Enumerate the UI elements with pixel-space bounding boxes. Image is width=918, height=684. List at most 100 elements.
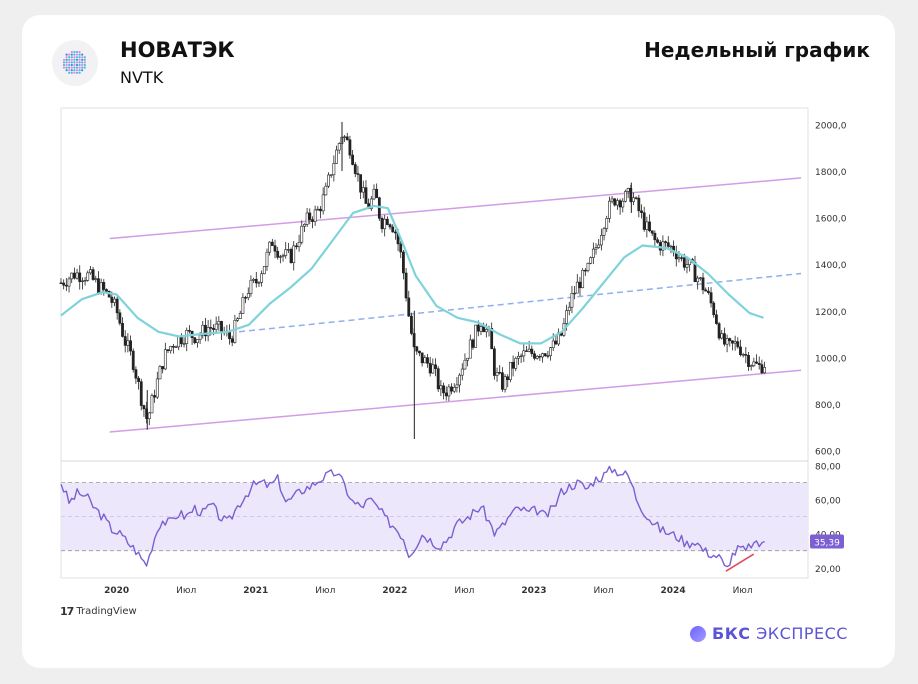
candle-body — [704, 289, 708, 292]
rsi-value-badge — [810, 534, 844, 549]
candle-body — [292, 245, 296, 263]
candle-body — [527, 348, 531, 352]
candle-body — [418, 350, 421, 354]
channel-lower-line — [109, 369, 802, 433]
candle-body — [573, 292, 577, 295]
period-label: Недельный график — [644, 38, 870, 62]
candle-body — [423, 357, 427, 364]
candle-body — [356, 173, 360, 175]
candle-body — [490, 327, 494, 350]
candle-body — [375, 188, 379, 199]
candle-body — [455, 384, 459, 388]
candle-body — [436, 368, 440, 390]
candle-body — [62, 282, 66, 286]
candle-body — [372, 188, 376, 200]
candle-body — [139, 381, 143, 406]
candle-body — [129, 340, 132, 352]
candle-body — [212, 327, 215, 330]
candle-body — [444, 392, 448, 397]
candle-body — [404, 272, 408, 299]
candle-body — [196, 339, 199, 344]
candle-body — [204, 324, 207, 337]
time-tick-label: 2020 — [104, 586, 129, 596]
candle-body — [174, 346, 178, 348]
candle-body — [618, 200, 622, 208]
candle-body — [650, 230, 654, 234]
candle-body — [158, 366, 162, 380]
candle-body — [72, 272, 76, 279]
candle-body — [246, 293, 250, 299]
candle-body — [260, 273, 264, 283]
candle-body — [439, 385, 443, 390]
candle-body — [121, 322, 124, 337]
candle-body — [541, 353, 544, 358]
time-tick-label: Июл — [733, 586, 753, 596]
candle-body — [345, 136, 349, 141]
candle-body — [543, 353, 547, 356]
candle-body — [64, 284, 68, 287]
candle-body — [391, 226, 395, 233]
candle-body — [447, 386, 451, 397]
candle-body — [105, 289, 108, 292]
candle-body — [736, 341, 740, 348]
candle-body — [530, 348, 534, 355]
candle-body — [720, 333, 724, 339]
candle-body — [415, 346, 419, 352]
time-tick-label: 2021 — [243, 586, 268, 596]
candle-body — [733, 341, 737, 344]
candle-body — [281, 255, 285, 257]
candle-body — [570, 293, 574, 308]
candle-body — [241, 297, 245, 314]
ticker-name: НОВАТЭК — [120, 38, 235, 62]
bcs-express-logo[interactable]: БКС ЭКСПРЕСС — [690, 624, 848, 643]
candle-body — [471, 339, 475, 348]
candle-body — [752, 361, 756, 366]
candle-body — [680, 257, 684, 259]
candle-body — [717, 323, 721, 339]
candle-body — [519, 355, 523, 357]
candle-body — [305, 212, 309, 225]
candle-body — [59, 282, 63, 284]
price-tick-label: 800,0 — [815, 401, 841, 411]
candle-body — [533, 353, 536, 359]
candle-body — [749, 365, 753, 367]
candle-body — [388, 224, 392, 228]
candle-body — [115, 298, 119, 314]
candle-body — [295, 245, 298, 248]
candle-body — [166, 349, 170, 352]
price-tick-label: 600,0 — [815, 448, 841, 458]
candle-body — [677, 257, 681, 260]
candle-body — [434, 364, 437, 369]
candle-body — [492, 348, 496, 376]
bcs-brand: БКС — [712, 624, 751, 643]
candle-body — [634, 197, 638, 199]
candle-body — [554, 340, 558, 345]
time-tick-label: 2023 — [521, 586, 546, 596]
candle-body — [503, 376, 507, 390]
candle-body — [509, 361, 512, 380]
candle-body — [428, 362, 432, 374]
candle-body — [335, 149, 338, 164]
rsi-value-label: 35,39 — [814, 539, 840, 549]
candle-body — [113, 298, 116, 303]
candle-body — [607, 200, 611, 219]
candle-body — [624, 191, 627, 202]
candle-body — [214, 323, 218, 330]
candle-body — [182, 343, 186, 345]
chart-frame — [60, 107, 809, 579]
candle-body — [321, 194, 325, 212]
candle-body — [757, 362, 761, 365]
rsi-panel: 35,39 — [60, 465, 844, 572]
novatek-logo — [52, 40, 98, 86]
candle-body — [332, 163, 336, 176]
candle-body — [348, 139, 352, 156]
candle-body — [86, 272, 90, 281]
candle-body — [206, 327, 210, 337]
tradingview-credit[interactable]: 17 TradingView — [60, 605, 137, 618]
candle-body — [420, 352, 424, 364]
candle-body — [126, 340, 130, 346]
rsi-tick-label: 60,00 — [815, 497, 841, 507]
candle-body — [217, 321, 221, 325]
candle-body — [538, 355, 542, 358]
